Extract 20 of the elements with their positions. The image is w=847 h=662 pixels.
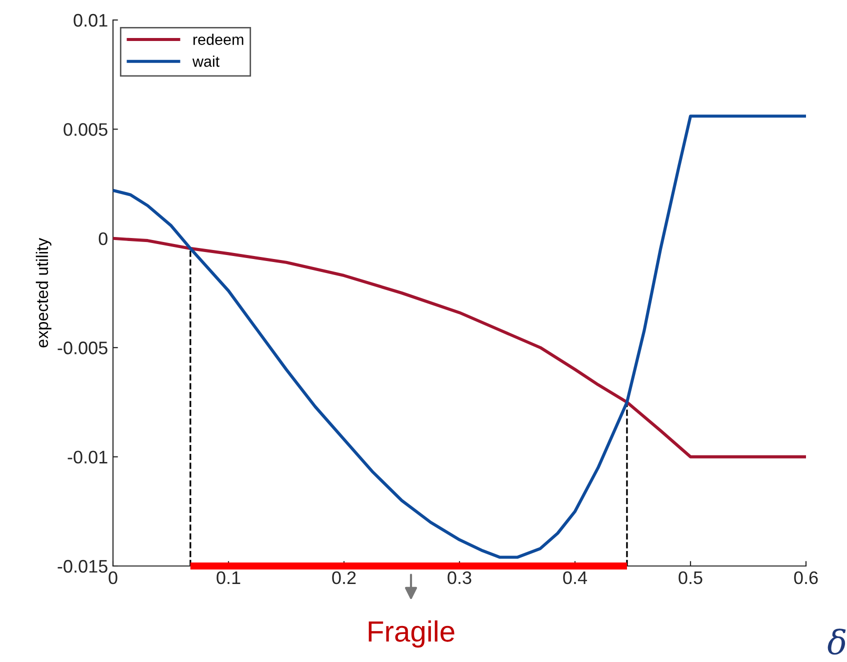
x-tick-label: 0 — [108, 571, 118, 584]
y-tick-label: -0.005 — [58, 342, 108, 354]
y-tick-label: 0 — [98, 232, 108, 246]
text: Fragile — [368, 620, 454, 648]
x-tick-label: 0.6 — [794, 571, 818, 584]
x-axis-title: δ — [828, 628, 846, 655]
line-series — [111, 236, 808, 458]
x-tick-label: 0.1 — [216, 571, 240, 584]
y-tick-label: 0.01 — [74, 14, 108, 27]
y-tick-label: -0.01 — [68, 450, 108, 464]
x-tick-label: 0.2 — [332, 571, 356, 584]
y-tick-label: 0.005 — [64, 123, 108, 136]
line-series — [111, 114, 808, 559]
x-tick-label: 0.3 — [448, 571, 472, 584]
y-tick-label: -0.015 — [58, 560, 108, 573]
legend-label: redeem — [193, 34, 244, 45]
legend-label: wait — [192, 56, 220, 67]
x-tick-label: 0.5 — [678, 571, 702, 584]
x-tick-label: 0.4 — [563, 571, 588, 584]
y-axis-title: expected utility — [36, 238, 52, 348]
